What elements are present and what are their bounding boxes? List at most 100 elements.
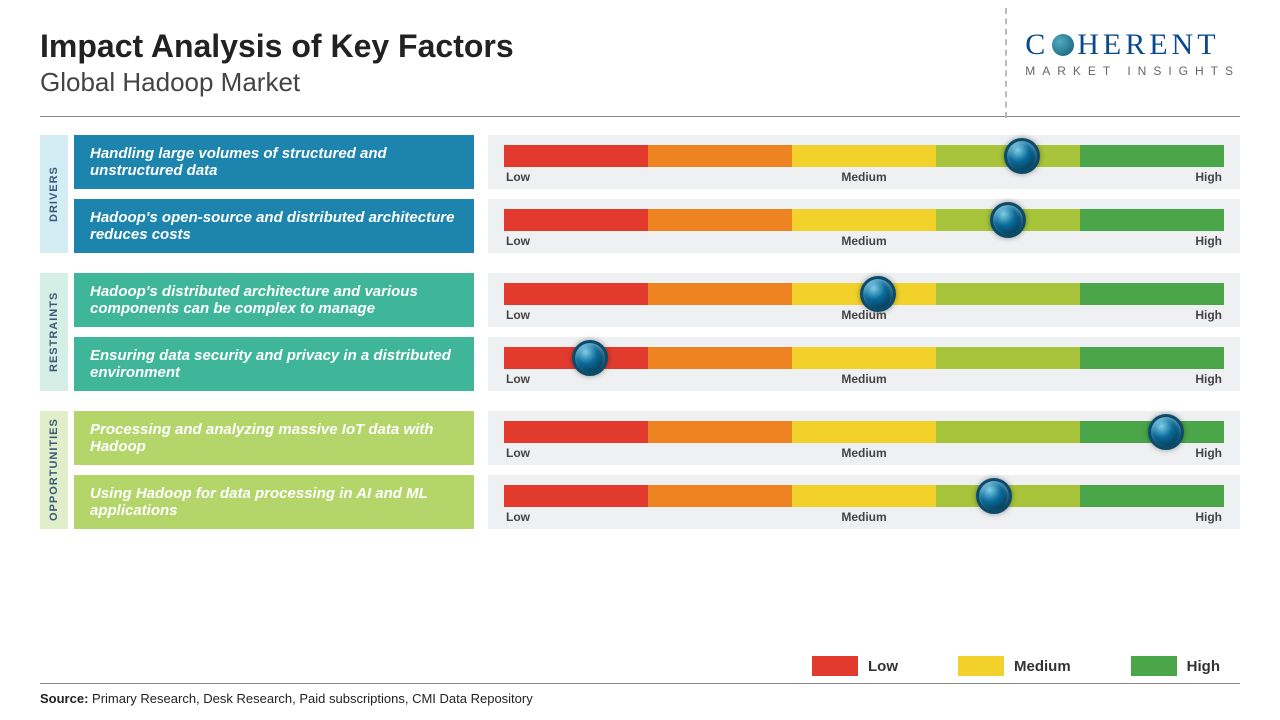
globe-icon xyxy=(1052,34,1074,56)
slider-track xyxy=(504,145,1224,167)
impact-slider: Low High Medium xyxy=(488,337,1240,391)
track-segment xyxy=(1080,145,1224,167)
scale-low: Low xyxy=(506,308,530,322)
logo: C HERENT MARKET INSIGHTS xyxy=(1005,28,1240,78)
slider-group: Low High Medium Low High Medium xyxy=(488,273,1240,391)
slider-knob xyxy=(990,202,1026,238)
impact-column: Low High Medium Low High Medium Low High Medium L… xyxy=(488,135,1240,529)
divider xyxy=(40,683,1240,684)
track-segment xyxy=(936,283,1080,305)
track-segment xyxy=(648,209,792,231)
track-segment xyxy=(648,347,792,369)
scale-low: Low xyxy=(506,510,530,524)
track-segment xyxy=(648,283,792,305)
factor-label: Handling large volumes of structured and… xyxy=(74,135,474,189)
scale-medium: Medium xyxy=(841,446,886,460)
header: Impact Analysis of Key Factors Global Ha… xyxy=(0,0,1280,110)
scale-medium: Medium xyxy=(841,308,886,322)
impact-slider: Low High Medium xyxy=(488,475,1240,529)
scale-labels: Low High Medium xyxy=(504,510,1224,526)
legend-label: Low xyxy=(868,658,898,675)
track-segment xyxy=(792,209,936,231)
source-text: Primary Research, Desk Research, Paid su… xyxy=(88,691,532,706)
scale-high: High xyxy=(1195,308,1222,322)
track-segment xyxy=(1080,485,1224,507)
category-group: DRIVERSHandling large volumes of structu… xyxy=(40,135,474,253)
slider-track xyxy=(504,485,1224,507)
source-label: Source: xyxy=(40,691,88,706)
factor-label: Processing and analyzing massive IoT dat… xyxy=(74,411,474,465)
track-segment xyxy=(648,145,792,167)
impact-slider: Low High Medium xyxy=(488,273,1240,327)
category-group: RESTRAINTSHadoop's distributed architect… xyxy=(40,273,474,391)
impact-slider: Low High Medium xyxy=(488,411,1240,465)
title-block: Impact Analysis of Key Factors Global Ha… xyxy=(40,28,1005,98)
category-tab: RESTRAINTS xyxy=(40,273,68,391)
track-segment xyxy=(936,347,1080,369)
category-items: Hadoop's distributed architecture and va… xyxy=(74,273,474,391)
slider-knob xyxy=(572,340,608,376)
factor-label: Hadoop's open-source and distributed arc… xyxy=(74,199,474,253)
scale-high: High xyxy=(1195,170,1222,184)
legend-label: Medium xyxy=(1014,658,1071,675)
track-segment xyxy=(936,421,1080,443)
track-segment xyxy=(792,421,936,443)
track-segment xyxy=(1080,209,1224,231)
track-segment xyxy=(504,283,648,305)
factor-label: Hadoop's distributed architecture and va… xyxy=(74,273,474,327)
category-tab: OPPORTUNITIES xyxy=(40,411,68,529)
scale-low: Low xyxy=(506,372,530,386)
factor-label: Ensuring data security and privacy in a … xyxy=(74,337,474,391)
scale-low: Low xyxy=(506,170,530,184)
factor-label: Using Hadoop for data processing in AI a… xyxy=(74,475,474,529)
track-segment xyxy=(648,485,792,507)
slider-group: Low High Medium Low High Medium xyxy=(488,411,1240,529)
logo-text-b: HERENT xyxy=(1077,28,1219,62)
slider-group: LowHighMediumLowHighMedium xyxy=(488,135,1240,253)
scale-medium: Medium xyxy=(841,170,886,184)
track-segment xyxy=(504,145,648,167)
scale-low: Low xyxy=(506,234,530,248)
category-items: Processing and analyzing massive IoT dat… xyxy=(74,411,474,529)
legend-swatch xyxy=(812,656,858,676)
scale-low: Low xyxy=(506,446,530,460)
divider-vertical xyxy=(1005,8,1007,118)
scale-high: High xyxy=(1195,372,1222,386)
scale-labels: LowHighMedium xyxy=(504,234,1224,250)
scale-medium: Medium xyxy=(841,510,886,524)
slider-knob xyxy=(976,478,1012,514)
logo-tagline: MARKET INSIGHTS xyxy=(1025,64,1240,78)
factor-column: DRIVERSHandling large volumes of structu… xyxy=(40,135,474,529)
legend-item: Low xyxy=(812,656,898,676)
slider-track xyxy=(504,421,1224,443)
legend-swatch xyxy=(1131,656,1177,676)
scale-labels: Low High Medium xyxy=(504,446,1224,462)
logo-wordmark: C HERENT xyxy=(1025,28,1240,62)
track-segment xyxy=(648,421,792,443)
divider xyxy=(40,116,1240,117)
slider-track xyxy=(504,347,1224,369)
slider-track xyxy=(504,283,1224,305)
legend-item: High xyxy=(1131,656,1220,676)
scale-medium: Medium xyxy=(841,372,886,386)
legend-label: High xyxy=(1187,658,1220,675)
slider-knob xyxy=(1004,138,1040,174)
source-note: Source: Primary Research, Desk Research,… xyxy=(40,691,533,706)
legend-item: Medium xyxy=(958,656,1071,676)
track-segment xyxy=(792,485,936,507)
track-segment xyxy=(504,421,648,443)
track-segment xyxy=(1080,283,1224,305)
slider-knob xyxy=(860,276,896,312)
track-segment xyxy=(792,145,936,167)
scale-high: High xyxy=(1195,446,1222,460)
impact-slider: LowHighMedium xyxy=(488,199,1240,253)
category-items: Handling large volumes of structured and… xyxy=(74,135,474,253)
logo-text-a: C xyxy=(1025,28,1049,62)
scale-medium: Medium xyxy=(841,234,886,248)
scale-labels: Low High Medium xyxy=(504,308,1224,324)
slider-knob xyxy=(1148,414,1184,450)
track-segment xyxy=(504,485,648,507)
page-subtitle: Global Hadoop Market xyxy=(40,67,1005,98)
track-segment xyxy=(792,347,936,369)
scale-high: High xyxy=(1195,510,1222,524)
